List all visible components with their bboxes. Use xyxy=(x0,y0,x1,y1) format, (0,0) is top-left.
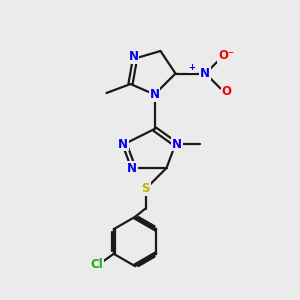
Text: N: N xyxy=(172,137,182,151)
Text: N: N xyxy=(127,161,137,175)
Text: +: + xyxy=(188,63,196,72)
Text: O: O xyxy=(221,85,232,98)
Text: N: N xyxy=(118,137,128,151)
Text: N: N xyxy=(128,50,139,64)
Text: O⁻: O⁻ xyxy=(218,49,235,62)
Text: N: N xyxy=(149,88,160,101)
Text: N: N xyxy=(200,67,210,80)
Text: Cl: Cl xyxy=(90,258,103,271)
Text: S: S xyxy=(141,182,150,196)
